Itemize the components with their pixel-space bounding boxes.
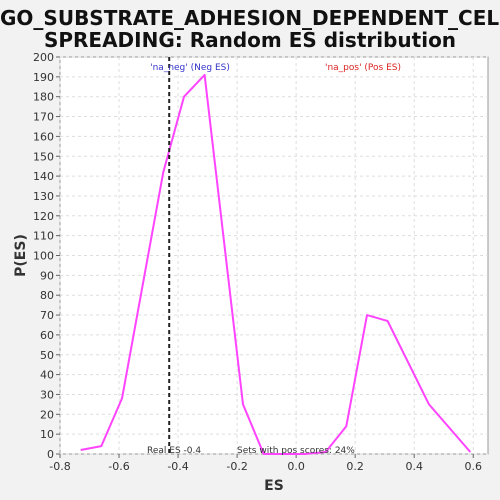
y-tick-label: 90 <box>40 269 54 282</box>
y-tick-label: 110 <box>33 230 54 243</box>
y-tick-label: 150 <box>33 150 54 163</box>
x-tick-label: -0.4 <box>167 460 188 473</box>
y-tick-label: 180 <box>33 91 54 104</box>
chart-title-line-1: GO_SUBSTRATE_ADHESION_DEPENDENT_CELL_ <box>0 6 500 30</box>
pos-scores-annotation: Sets with pos scores: 24% <box>237 446 355 456</box>
na-neg-annotation: 'na_neg' (Neg ES) <box>150 63 230 73</box>
y-tick-label: 40 <box>40 369 54 382</box>
y-tick-label: 130 <box>33 190 54 203</box>
x-tick-label: -0.8 <box>49 460 70 473</box>
y-tick-label: 70 <box>40 309 54 322</box>
x-tick-label: -0.6 <box>108 460 129 473</box>
y-tick-label: 160 <box>33 130 54 143</box>
x-tick-label: 0.6 <box>464 460 482 473</box>
x-tick-label: -0.2 <box>226 460 247 473</box>
y-tick-label: 0 <box>47 448 54 461</box>
real-es-annotation: Real ES -0.4 <box>147 446 201 456</box>
na-pos-annotation: 'na_pos' (Pos ES) <box>325 63 401 73</box>
y-tick-label: 50 <box>40 349 54 362</box>
series-layer <box>80 73 472 455</box>
y-tick-label: 60 <box>40 329 54 342</box>
grid-lines <box>59 56 488 455</box>
chart-title-line-2: SPREADING: Random ES distribution <box>43 28 457 52</box>
x-tick-label: 0.4 <box>405 460 423 473</box>
y-tick-label: 190 <box>33 71 54 84</box>
y-axis-label: P(ES) <box>13 234 29 277</box>
y-tick-label: 100 <box>33 250 54 263</box>
y-tick-label: 20 <box>40 408 54 421</box>
x-tick-label: 0.2 <box>346 460 364 473</box>
y-tick-label: 200 <box>33 51 54 64</box>
y-tick-label: 170 <box>33 111 54 124</box>
y-axis: 0 10 20 30 40 50 60 70 80 90 100 110 120 130 140 150 160… <box>33 51 60 461</box>
y-tick-label: 140 <box>33 170 54 183</box>
y-tick-label: 10 <box>40 428 54 441</box>
x-tick-label: 0.0 <box>287 460 305 473</box>
es-distribution-line <box>80 73 472 455</box>
x-axis-label: ES <box>264 478 284 494</box>
y-tick-label: 30 <box>40 388 54 401</box>
y-tick-label: 80 <box>40 289 54 302</box>
y-tick-label: 120 <box>33 210 54 223</box>
x-axis: -0.8 -0.6 -0.4 -0.2 0.0 0.2 0.4 0.6 <box>49 454 482 473</box>
